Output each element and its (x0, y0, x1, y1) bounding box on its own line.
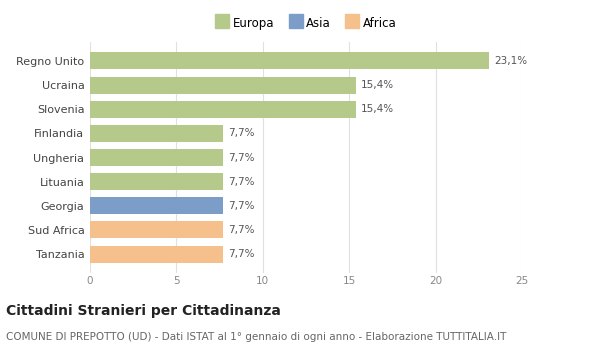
Text: 7,7%: 7,7% (228, 177, 255, 187)
Text: COMUNE DI PREPOTTO (UD) - Dati ISTAT al 1° gennaio di ogni anno - Elaborazione T: COMUNE DI PREPOTTO (UD) - Dati ISTAT al … (6, 332, 506, 343)
Bar (90, 173, 223, 190)
Bar (90, 197, 223, 214)
Bar (90, 246, 223, 262)
Text: 15,4%: 15,4% (361, 104, 394, 114)
Text: 7,7%: 7,7% (228, 225, 255, 235)
Legend: Europa, Asia, Africa: Europa, Asia, Africa (212, 13, 400, 33)
Bar (90, 222, 223, 238)
Text: 23,1%: 23,1% (494, 56, 527, 66)
Bar (90, 101, 356, 118)
Bar (90, 77, 356, 93)
Bar (90, 52, 489, 69)
Text: Cittadini Stranieri per Cittadinanza: Cittadini Stranieri per Cittadinanza (6, 304, 281, 318)
Text: 7,7%: 7,7% (228, 128, 255, 138)
Text: 15,4%: 15,4% (361, 80, 394, 90)
Text: 7,7%: 7,7% (228, 153, 255, 162)
Text: 7,7%: 7,7% (228, 249, 255, 259)
Text: 7,7%: 7,7% (228, 201, 255, 211)
Bar (90, 125, 223, 142)
Bar (90, 149, 223, 166)
